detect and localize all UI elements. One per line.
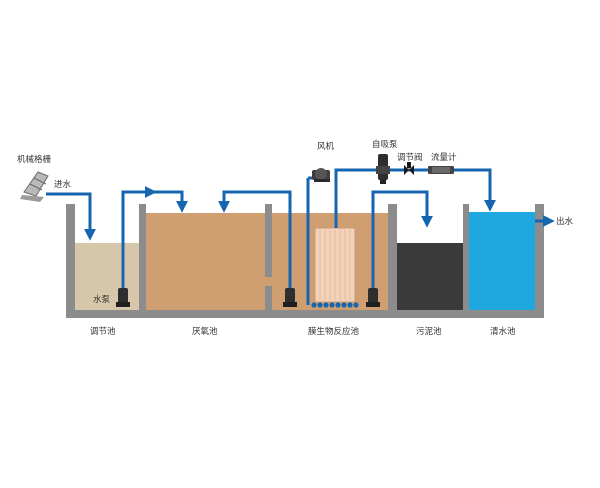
inlet-pipe [46,192,96,241]
membrane-module [311,227,359,308]
flowmeter-label: 流量计 [431,152,457,163]
outlet-label: 出水 [556,216,574,227]
effluent-pipe [388,168,496,212]
clear-water [469,212,535,310]
tank-passage [265,277,272,286]
sludge-pump-icon [366,288,380,307]
bar-screen-icon [20,171,49,202]
control-valve-icon [404,162,414,175]
equalization-tank-label: 调节池 [90,326,116,337]
mbr-feed-pump-icon [283,288,297,307]
control-valve-label: 调节阀 [397,153,423,163]
inlet-label: 进水 [54,179,72,190]
blower-icon [312,168,330,182]
self-priming-pump-icon [376,154,390,184]
tank-walls [66,204,544,318]
permeate-pipe [334,168,382,228]
pump-pipe-1 [121,186,157,290]
mbr-tank-label: 膜生物反应池 [308,326,360,337]
water-pump-label: 水泵 [93,294,111,305]
sludge-water [397,243,463,310]
clear-water-tank-label: 清水池 [490,326,516,337]
bar-screen-label: 机械格栅 [17,154,52,165]
water-pump-icon [116,288,130,307]
blower-label: 风机 [317,141,335,152]
pump-pipe-1-drop [150,190,188,213]
pump-pipe-2 [218,190,292,290]
sludge-tank-label: 污泥池 [416,326,442,337]
pipes [46,168,555,305]
sludge-pipe [371,190,433,290]
self-priming-pump-label: 自吸泵 [372,139,398,150]
anoxic-tank-label: 厌氧池 [192,326,218,337]
flowmeter-icon [428,166,454,174]
equalization-water [75,243,139,310]
